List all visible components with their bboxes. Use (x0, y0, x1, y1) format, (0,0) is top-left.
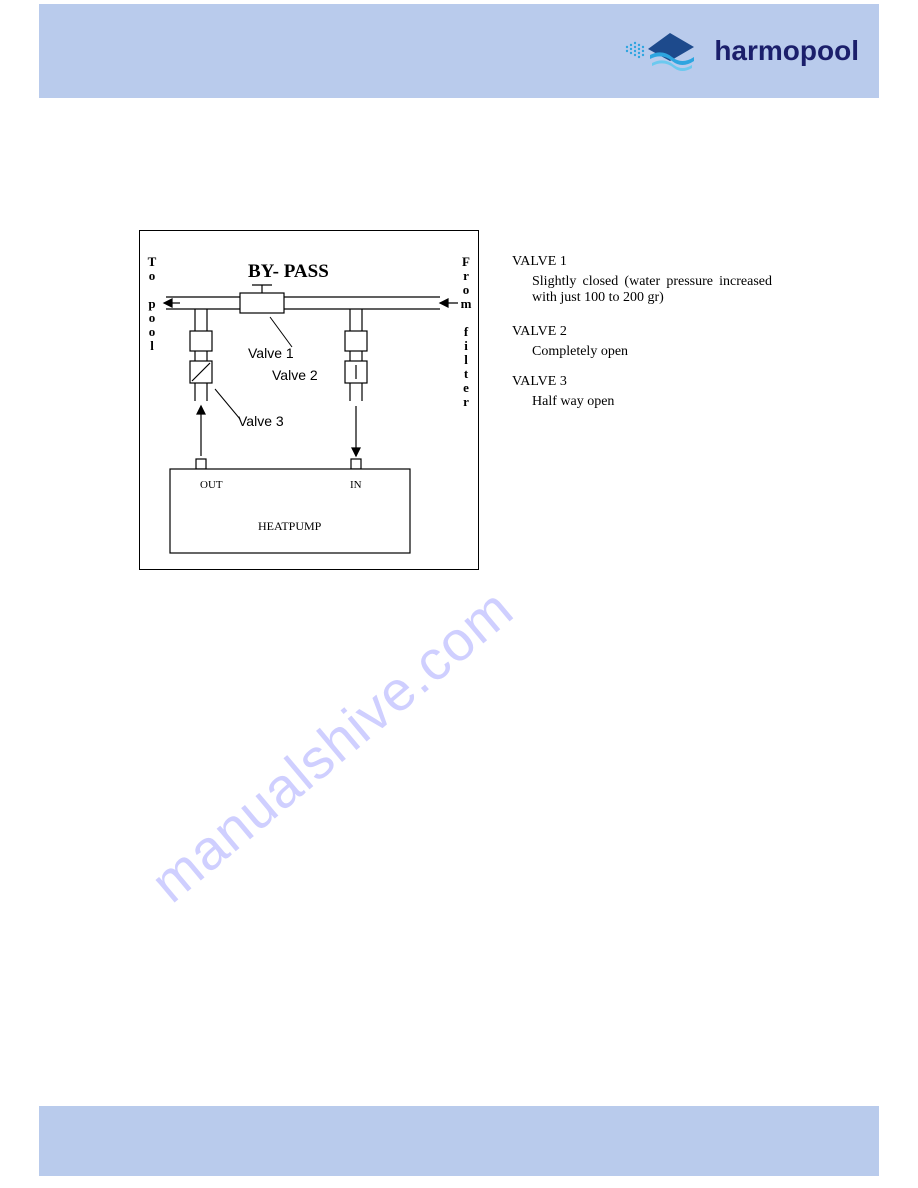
valve1-desc: Slightly closed (water pressure increase… (532, 274, 772, 306)
valve2-block: VALVE 2 Completely open (512, 324, 628, 360)
harmopool-logo-icon (624, 27, 702, 75)
label-heatpump: HEATPUMP (258, 519, 321, 534)
label-valve2: Valve 2 (272, 367, 318, 383)
valve3-title: VALVE 3 (512, 374, 614, 390)
valve1-title: VALVE 1 (512, 254, 772, 270)
valve2-desc: Completely open (532, 344, 628, 360)
bypass-diagram: Topool Fromfilter BY- PASS (139, 230, 479, 570)
label-valve3: Valve 3 (238, 413, 284, 429)
valve3-block: VALVE 3 Half way open (512, 374, 614, 410)
label-out: OUT (200, 479, 223, 491)
valve2-title: VALVE 2 (512, 324, 628, 340)
brand-name: harmopool (714, 35, 859, 67)
brand-logo: harmopool (624, 27, 859, 75)
header-band: harmopool (39, 4, 879, 98)
footer-band (39, 1106, 879, 1176)
watermark-text: manualshive.com (138, 575, 525, 915)
label-in: IN (350, 479, 362, 491)
label-valve1: Valve 1 (248, 345, 294, 361)
valve3-desc: Half way open (532, 394, 614, 410)
valve1-block: VALVE 1 Slightly closed (water pressure … (512, 254, 772, 306)
